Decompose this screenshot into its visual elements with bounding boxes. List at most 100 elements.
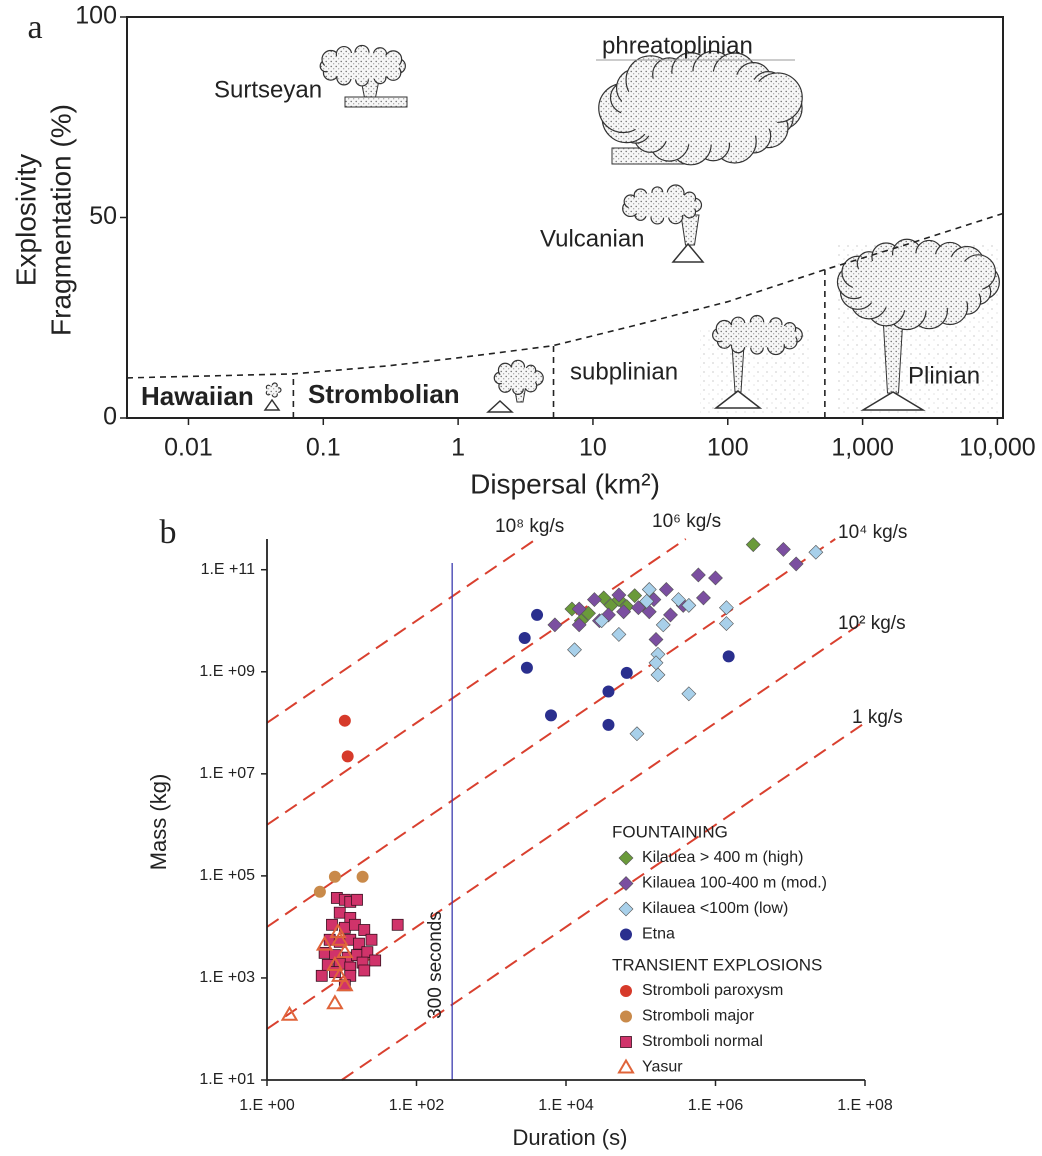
y-tick-label: 1.E +07 (199, 765, 255, 782)
rate-line (266, 538, 537, 724)
triangle-marker (336, 943, 354, 959)
diamond-marker (655, 617, 671, 633)
diamond-marker (718, 600, 734, 616)
diamond-marker (571, 601, 587, 617)
diamond-marker (681, 686, 697, 702)
y-tick-label: 1.E +09 (199, 663, 255, 680)
square-marker (365, 933, 378, 946)
y-axis-label: Mass (kg) (146, 774, 171, 871)
diamond-marker (648, 632, 664, 647)
volcano-cone (713, 390, 763, 409)
circle-marker (520, 661, 533, 674)
square-marker (358, 964, 371, 977)
x-tick-label: 1.E +08 (837, 1097, 893, 1114)
rate-line-label: 10⁸ kg/s (495, 516, 564, 537)
circle-marker (518, 631, 531, 644)
regime-label: Surtseyan (214, 76, 322, 103)
diamond-marker (547, 617, 563, 633)
circle-marker (620, 985, 632, 997)
circle-marker (531, 608, 544, 621)
legend-label: Stromboli normal (642, 1033, 763, 1050)
square-marker (358, 924, 371, 936)
legend-label: Stromboli major (642, 1008, 755, 1025)
diamond-marker (616, 604, 632, 620)
x-tick-label: 1.E +04 (538, 1097, 594, 1114)
y-tick-label: 1.E +11 (201, 561, 256, 578)
regime-label: phreatoplinian (602, 32, 753, 59)
panel-label: a (27, 9, 42, 46)
cloud-illustration (598, 50, 803, 166)
cloud-illustration (836, 238, 1000, 331)
eruption-column (680, 214, 700, 246)
x-tick-label: 10 (579, 434, 607, 462)
y-tick-label: 50 (89, 202, 117, 230)
x-axis-label: Dispersal (km²) (470, 468, 660, 499)
circle-marker (620, 928, 632, 941)
circle-marker (341, 750, 354, 763)
diamond-marker (627, 588, 643, 604)
circle-marker (602, 685, 615, 698)
circle-marker (620, 1010, 632, 1023)
y-tick-label: 1.E +03 (199, 969, 255, 986)
triangle-marker (315, 935, 334, 951)
diamond-marker (611, 587, 627, 603)
y-tick-label: 100 (75, 2, 117, 30)
reference-line-label: 300 seconds (425, 911, 446, 1019)
square-marker (369, 954, 382, 967)
cloud-illustration (493, 359, 544, 396)
diamond-marker (690, 567, 706, 583)
diamond-marker (630, 600, 646, 616)
circle-marker (313, 885, 326, 898)
diamond-marker (650, 667, 666, 683)
cloud-illustration (319, 44, 406, 87)
diamond-marker (629, 726, 645, 742)
diamond-marker (775, 541, 791, 557)
rate-line (266, 538, 836, 928)
triangle-marker (326, 994, 344, 1010)
legend-label: Kilauea 100-400 m (mod.) (642, 875, 827, 892)
x-axis-label: Duration (s) (513, 1125, 628, 1150)
y-tick-label: 1.E +05 (199, 867, 255, 884)
x-tick-label: 1.E +00 (239, 1097, 295, 1114)
regime-label: Hawaiian (141, 381, 254, 411)
cloud-illustration (712, 314, 803, 356)
volcano-cone (263, 398, 281, 411)
cloud-body (267, 385, 279, 395)
circle-marker (722, 650, 735, 663)
diamond-marker (571, 617, 587, 633)
boundary-curve (126, 212, 1004, 379)
legend-label: Yasur (642, 1059, 683, 1076)
triangle-marker (330, 930, 349, 946)
triangle-marker (326, 955, 344, 971)
square-marker (620, 1036, 632, 1048)
x-tick-label: 1.E +02 (389, 1097, 445, 1114)
x-tick-label: 0.1 (306, 434, 341, 462)
x-tick-label: 1,000 (831, 434, 894, 462)
circle-marker (356, 870, 369, 883)
y-axis-label: Explosivity (10, 154, 41, 286)
diamond-marker (681, 597, 697, 613)
diamond-marker (596, 590, 612, 606)
legend-label: Etna (642, 926, 675, 943)
regime-label: Vulcanian (540, 225, 645, 252)
diamond-marker (586, 592, 602, 607)
legend-group-title: TRANSIENT EXPLOSIONS (612, 955, 822, 974)
volcano-cone (860, 391, 926, 411)
regime-label: Strombolian (308, 379, 460, 409)
rate-line-label: 1 kg/s (852, 707, 903, 728)
circle-marker (620, 666, 633, 679)
volcano-cone (671, 242, 705, 263)
diamond-marker (594, 613, 610, 629)
legend-group-title: FOUNTAINING (612, 822, 728, 841)
x-tick-label: 1 (451, 434, 465, 462)
diamond-marker (618, 850, 634, 866)
triangle-marker (617, 1058, 635, 1074)
square-marker (353, 937, 365, 950)
x-tick-label: 0.01 (164, 434, 213, 462)
legend-label: Kilauea > 400 m (high) (642, 849, 803, 866)
regime-label: Plinian (908, 362, 980, 389)
cloud-base (344, 96, 408, 108)
cloud-body (628, 192, 696, 218)
diamond-marker (708, 570, 723, 586)
